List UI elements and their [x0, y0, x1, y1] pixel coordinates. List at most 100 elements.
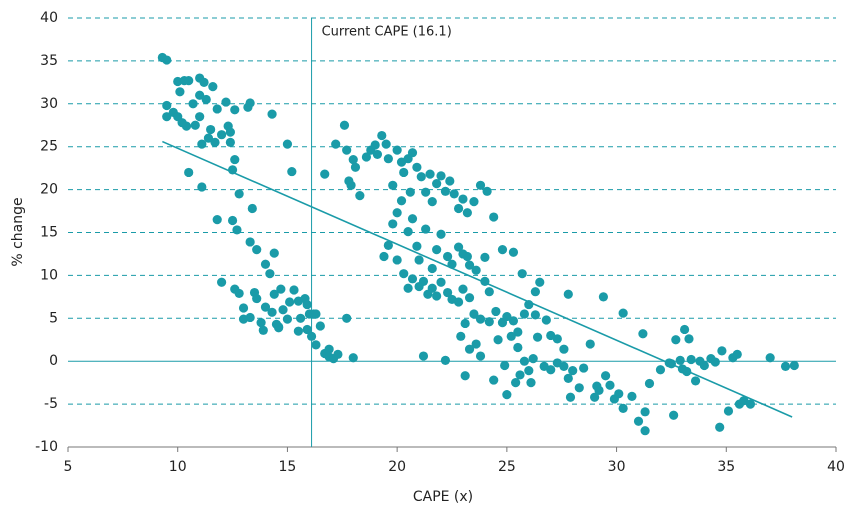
- point: [469, 197, 479, 207]
- point: [342, 313, 352, 323]
- point: [471, 265, 481, 275]
- point: [274, 323, 284, 333]
- point: [469, 309, 479, 319]
- x-tick-label: 15: [279, 459, 297, 475]
- point: [618, 403, 628, 413]
- point: [519, 356, 530, 366]
- point: [508, 247, 519, 257]
- point: [436, 229, 446, 239]
- point: [212, 215, 222, 225]
- point: [245, 98, 255, 108]
- point: [789, 360, 799, 371]
- point: [590, 392, 600, 402]
- point: [464, 260, 475, 270]
- point: [302, 299, 312, 310]
- point: [210, 137, 220, 148]
- point: [208, 82, 218, 92]
- point: [302, 324, 312, 335]
- point: [690, 376, 701, 386]
- point: [427, 283, 437, 293]
- point: [293, 326, 303, 336]
- point: [497, 245, 508, 255]
- trend-line: [162, 140, 793, 418]
- point: [295, 313, 306, 323]
- point: [511, 378, 521, 388]
- point: [289, 285, 299, 295]
- point: [383, 240, 393, 250]
- point: [502, 311, 512, 322]
- point: [723, 406, 734, 416]
- point: [306, 331, 317, 341]
- point: [197, 139, 207, 149]
- x-tick-label: 30: [608, 459, 626, 475]
- point: [502, 390, 512, 400]
- point: [440, 186, 451, 196]
- point: [324, 344, 334, 354]
- point: [471, 339, 481, 349]
- point: [181, 121, 192, 131]
- point: [311, 340, 321, 350]
- point: [269, 289, 279, 299]
- point: [579, 363, 589, 373]
- point: [519, 309, 530, 319]
- point: [710, 357, 720, 367]
- point: [585, 339, 595, 349]
- point: [379, 251, 389, 262]
- y-tick-label: 25: [40, 139, 58, 155]
- point: [190, 120, 200, 130]
- point: [462, 208, 472, 218]
- point: [184, 167, 194, 178]
- point: [605, 380, 615, 390]
- point: [238, 314, 249, 324]
- point: [230, 105, 240, 115]
- point: [475, 351, 486, 361]
- point: [513, 342, 523, 353]
- point: [464, 293, 475, 303]
- point: [405, 187, 415, 197]
- y-tick-label: 35: [40, 53, 58, 69]
- point: [396, 196, 407, 206]
- point: [256, 317, 266, 328]
- point: [732, 349, 742, 359]
- point: [230, 154, 240, 165]
- point: [443, 251, 453, 262]
- point: [234, 288, 244, 299]
- x-axis-label: CAPE (x): [413, 489, 473, 505]
- point: [225, 127, 235, 137]
- point: [421, 224, 431, 234]
- point: [217, 130, 227, 140]
- point: [201, 94, 211, 105]
- point: [427, 263, 437, 274]
- point: [203, 133, 214, 143]
- point: [500, 360, 510, 371]
- point: [482, 186, 492, 196]
- point: [546, 365, 556, 375]
- point: [453, 297, 464, 307]
- point: [456, 331, 466, 341]
- annotation: Current CAPE (16.1): [322, 25, 452, 40]
- point: [565, 392, 576, 402]
- point: [267, 109, 277, 119]
- point: [269, 248, 279, 258]
- x-tick-label: 40: [827, 459, 845, 475]
- point: [370, 140, 380, 150]
- point: [227, 215, 238, 226]
- x-tick-label: 25: [498, 459, 516, 475]
- point: [480, 252, 490, 262]
- point: [267, 307, 277, 317]
- point: [440, 355, 451, 365]
- point: [287, 166, 297, 177]
- point: [238, 303, 249, 313]
- point: [530, 310, 540, 320]
- point: [513, 327, 523, 337]
- point: [245, 237, 255, 247]
- x-tick-label: 20: [388, 459, 406, 475]
- point: [780, 361, 791, 371]
- point: [232, 225, 242, 235]
- point: [339, 120, 350, 130]
- point: [449, 189, 459, 199]
- point: [644, 378, 655, 389]
- point: [285, 297, 295, 307]
- point: [348, 154, 358, 165]
